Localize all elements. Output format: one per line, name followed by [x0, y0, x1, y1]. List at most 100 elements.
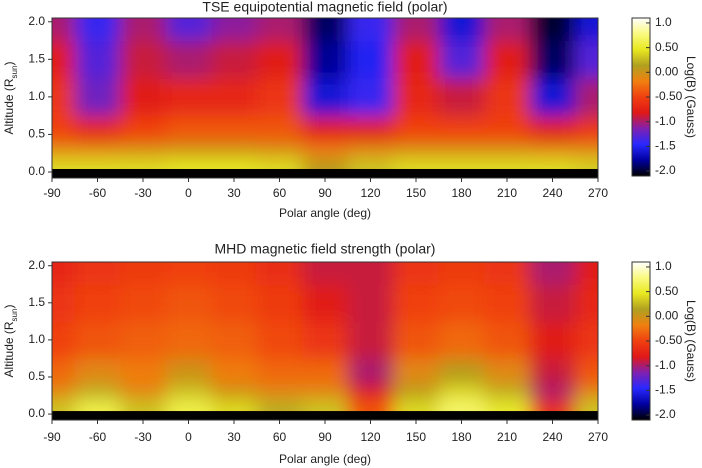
- heatmap-cell: [74, 78, 121, 117]
- heatmap-cell: [484, 384, 531, 400]
- heatmap-cell: [575, 358, 598, 385]
- heatmap-cell: [529, 321, 576, 359]
- x-tick-label: 30: [227, 186, 241, 200]
- y-tick-label: 0.0: [28, 164, 45, 178]
- heatmap-cell: [120, 18, 167, 42]
- y-tick-label: 1.5: [28, 51, 45, 65]
- x-tick-label: 240: [542, 430, 562, 444]
- heatmap-cell: [256, 284, 303, 322]
- heatmap-cell: [484, 262, 531, 285]
- heatmap-cell: [438, 18, 485, 42]
- heatmap-cell: [52, 384, 76, 400]
- colorbar-tick-label: -1.0: [655, 358, 676, 372]
- heatmap-cell: [211, 115, 258, 143]
- heatmap-cell: [120, 141, 167, 158]
- heatmap-cell: [120, 358, 167, 385]
- sun-surface: [52, 411, 598, 420]
- x-tick-label: 210: [497, 186, 517, 200]
- y-tick-label: 0.5: [28, 369, 45, 383]
- heatmap-cell: [52, 358, 76, 385]
- heatmap-cell: [529, 78, 576, 117]
- heatmap-cell: [120, 78, 167, 117]
- y-tick-label: 1.5: [28, 295, 45, 309]
- heatmap-cell: [393, 262, 440, 285]
- heatmap-cell: [529, 262, 576, 285]
- heatmap-cell: [165, 321, 212, 359]
- heatmap-cell: [438, 384, 485, 400]
- heatmap-cell: [347, 321, 394, 359]
- heatmap-cell: [438, 115, 485, 143]
- x-tick-label: -90: [43, 430, 61, 444]
- heatmap-cell: [575, 40, 598, 79]
- x-tick-label: 180: [451, 186, 471, 200]
- x-tick-label: 270: [588, 186, 608, 200]
- heatmap-cell: [52, 321, 76, 359]
- heatmap-cell: [256, 384, 303, 400]
- heatmap-cell: [347, 40, 394, 79]
- x-tick-label: 60: [273, 186, 287, 200]
- heatmap-cell: [575, 115, 598, 143]
- heatmap-cell: [74, 40, 121, 79]
- heatmap-cell: [575, 321, 598, 359]
- heatmap-cell: [302, 40, 349, 79]
- x-tick-label: -90: [43, 186, 61, 200]
- heatmap-cell: [484, 321, 531, 359]
- y-axis-label-part: Altitude (R: [2, 78, 16, 134]
- heatmap-cell: [575, 384, 598, 400]
- x-tick-label: 240: [542, 186, 562, 200]
- heatmap-cell: [120, 384, 167, 400]
- heatmap-cell: [165, 78, 212, 117]
- heatmap-cell: [393, 284, 440, 322]
- heatmap-cell: [74, 321, 121, 359]
- heatmap-cell: [575, 78, 598, 117]
- x-tick-label: -30: [134, 430, 152, 444]
- heatmap-cells: [52, 262, 598, 420]
- y-axis-label-part: ): [2, 62, 16, 66]
- y-axis-label: Altitude (Rsun): [2, 305, 18, 378]
- heatmap-cell: [347, 358, 394, 385]
- heatmap-cell: [52, 284, 76, 322]
- heatmap: [52, 262, 598, 420]
- x-tick-label: 0: [185, 186, 192, 200]
- heatmap-cell: [438, 321, 485, 359]
- heatmap-cell: [211, 141, 258, 158]
- colorbar-tick-label: 1.0: [655, 15, 672, 29]
- colorbar-tick-label: 1.0: [655, 259, 672, 273]
- heatmap-cell: [302, 262, 349, 285]
- heatmap-cell: [484, 358, 531, 385]
- x-tick-label: 150: [406, 186, 426, 200]
- heatmap-cell: [393, 358, 440, 385]
- y-tick-label: 1.0: [28, 89, 45, 103]
- heatmap-cell: [393, 384, 440, 400]
- heatmap-cell: [52, 78, 76, 117]
- heatmap-cells: [52, 18, 598, 178]
- heatmap-cell: [302, 358, 349, 385]
- x-tick-label: 30: [227, 430, 241, 444]
- heatmap: [52, 18, 598, 178]
- heatmap-cell: [438, 358, 485, 385]
- heatmap-cell: [393, 40, 440, 79]
- heatmap-cell: [302, 18, 349, 42]
- heatmap-cell: [52, 40, 76, 79]
- heatmap-cell: [74, 262, 121, 285]
- heatmap-cell: [529, 141, 576, 158]
- x-tick-label: 60: [273, 430, 287, 444]
- y-axis-label: Altitude (Rsun): [2, 62, 18, 135]
- x-tick-label: 120: [360, 186, 380, 200]
- heatmap-cell: [438, 262, 485, 285]
- x-axis-label: Polar angle (deg): [279, 452, 371, 466]
- heatmap-cell: [256, 141, 303, 158]
- x-axis-label: Polar angle (deg): [279, 206, 371, 220]
- heatmap-cell: [165, 141, 212, 158]
- y-tick-label: 0.0: [28, 406, 45, 420]
- heatmap-cell: [165, 284, 212, 322]
- heatmap-cell: [165, 115, 212, 143]
- heatmap-cell: [120, 40, 167, 79]
- heatmap-cell: [302, 384, 349, 400]
- heatmap-cell: [211, 78, 258, 117]
- heatmap-cell: [74, 141, 121, 158]
- y-tick-label: 2.0: [28, 258, 45, 272]
- heatmap-cell: [302, 321, 349, 359]
- heatmap-cell: [484, 115, 531, 143]
